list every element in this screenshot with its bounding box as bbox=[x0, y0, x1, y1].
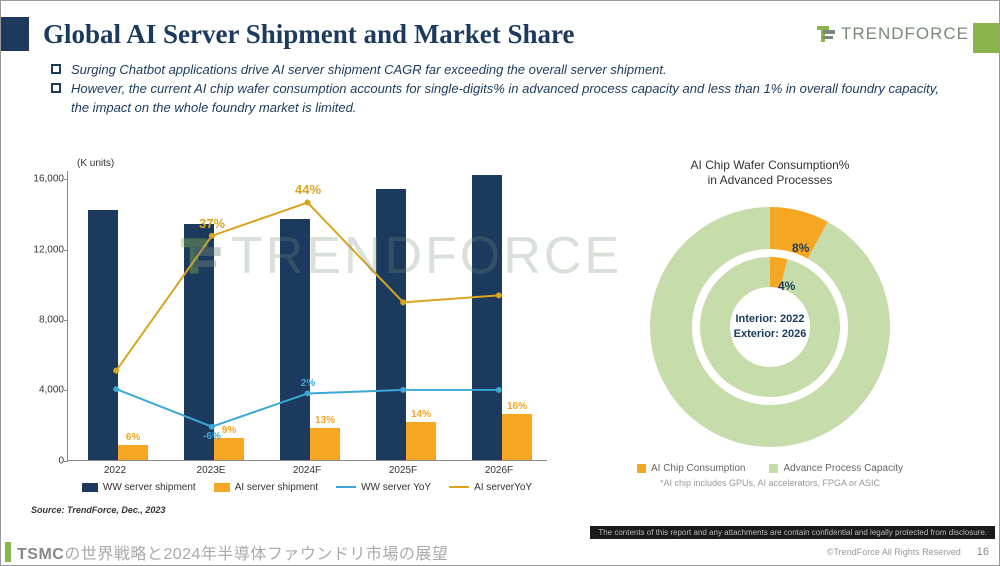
donut-chart: AI Chip Wafer Consumption% in Advanced P… bbox=[571, 158, 969, 515]
chart-legend: WW server shipment AI server shipment WW s… bbox=[67, 482, 547, 493]
bar-ai-server bbox=[502, 414, 532, 460]
footer-title: TSMCの世界戦略と2024年半導体ファウンドリ市場の展望 bbox=[11, 540, 827, 564]
bullet-text: However, the current AI chip wafer consu… bbox=[71, 80, 959, 118]
header: Global AI Server Shipment and Market Sha… bbox=[1, 1, 999, 59]
bar-group: 13% bbox=[260, 171, 356, 460]
footer-title-rest: の世界戦略と2024年半導体ファウンドリ市場の展望 bbox=[64, 546, 448, 563]
donut-title: AI Chip Wafer Consumption% in Advanced P… bbox=[571, 158, 969, 189]
ai-yoy-label: 44% bbox=[293, 182, 323, 197]
legend-item: WW server YoY bbox=[336, 482, 431, 493]
bullet-icon bbox=[51, 64, 61, 74]
ai-share-label: 16% bbox=[502, 401, 532, 412]
source-text: Source: TrendForce, Dec., 2023 bbox=[31, 505, 551, 515]
bar-group: 16% bbox=[452, 171, 548, 460]
bar-ai-server bbox=[310, 428, 340, 460]
legend-text: WW server shipment bbox=[103, 482, 196, 493]
x-tick: 2026F bbox=[451, 461, 547, 476]
ai-share-label: 13% bbox=[310, 415, 340, 426]
bar-group: 14% bbox=[356, 171, 452, 460]
legend-swatch bbox=[769, 464, 778, 473]
x-tick: 2023E bbox=[163, 461, 259, 476]
y-axis-label: (K units) bbox=[77, 158, 551, 169]
y-tick: 16,000 bbox=[26, 174, 64, 185]
donut-legend-item: AI Chip Consumption bbox=[637, 463, 746, 474]
x-tick: 2024F bbox=[259, 461, 355, 476]
x-tick: 2025F bbox=[355, 461, 451, 476]
bar-chart: (K units) 04,0008,00012,00016,0006%9%13%… bbox=[31, 158, 551, 515]
brand-logo: TRENDFORCE bbox=[817, 24, 969, 44]
bullet-text: Surging Chatbot applications drive AI se… bbox=[71, 61, 667, 80]
donut-center-l1: Interior: 2022 bbox=[734, 312, 807, 327]
donut-title-l2: in Advanced Processes bbox=[708, 173, 833, 187]
footer-page: 16 bbox=[977, 546, 999, 558]
legend-text: Advance Process Capacity bbox=[783, 463, 903, 474]
donut-center-label: Interior: 2022 Exterior: 2026 bbox=[734, 312, 807, 342]
legend-text: AI Chip Consumption bbox=[651, 463, 746, 474]
legend-item: WW server shipment bbox=[82, 482, 196, 493]
legend-swatch bbox=[637, 464, 646, 473]
donut-legend: AI Chip Consumption Advance Process Capac… bbox=[571, 463, 969, 474]
ai-share-label: 6% bbox=[118, 432, 148, 443]
bar-ww-server bbox=[184, 224, 214, 460]
ww-yoy-label: -6% bbox=[197, 431, 227, 442]
y-tick: 8,000 bbox=[26, 314, 64, 325]
ww-yoy-label: 2% bbox=[293, 378, 323, 389]
bullet-icon bbox=[51, 83, 61, 93]
donut-wrap: Interior: 2022 Exterior: 2026 8% 4% bbox=[640, 197, 900, 457]
content-area: (K units) 0 4,000 8,000 12,000 16,000 6% 9% 13%… bbox=[1, 128, 999, 515]
y-tick: 0 bbox=[26, 455, 64, 466]
x-tick: 2022 bbox=[67, 461, 163, 476]
legend-item: AI serverYoY bbox=[449, 482, 532, 493]
title-accent-bar bbox=[1, 17, 29, 51]
legend-swatch bbox=[214, 483, 230, 492]
ai-yoy-label: 37% bbox=[197, 216, 227, 231]
legend-text: AI serverYoY bbox=[474, 482, 532, 493]
bullet-item: Surging Chatbot applications drive AI se… bbox=[51, 61, 959, 80]
donut-inner-pct: 4% bbox=[778, 279, 795, 293]
bar-ww-server bbox=[472, 175, 502, 460]
legend-text: AI server shipment bbox=[235, 482, 318, 493]
legend-swatch bbox=[82, 483, 98, 492]
bar-ai-server bbox=[118, 445, 148, 460]
donut-center-l2: Exterior: 2026 bbox=[734, 327, 807, 342]
donut-title-l1: AI Chip Wafer Consumption% bbox=[691, 158, 850, 172]
legend-item: AI server shipment bbox=[214, 482, 318, 493]
y-tick: 12,000 bbox=[26, 244, 64, 255]
y-tick: 4,000 bbox=[26, 385, 64, 396]
donut-note: *AI chip includes GPUs, AI accelerators,… bbox=[571, 478, 969, 488]
trendforce-icon bbox=[817, 24, 837, 44]
legend-swatch bbox=[336, 486, 356, 488]
footer-disclaimer: The contents of this report and any atta… bbox=[590, 526, 995, 539]
bullet-item: However, the current AI chip wafer consu… bbox=[51, 80, 959, 118]
footer: TSMCの世界戦略と2024年半導体ファウンドリ市場の展望 ©TrendForc… bbox=[1, 539, 999, 565]
ai-share-label: 14% bbox=[406, 409, 436, 420]
chart-plot: 04,0008,00012,00016,0006%9%13%14%16%37%-… bbox=[67, 171, 547, 461]
bar-group: 6% bbox=[68, 171, 164, 460]
bar-ww-server bbox=[280, 219, 310, 460]
donut-outer-pct: 8% bbox=[792, 241, 809, 255]
slide-title: Global AI Server Shipment and Market Sha… bbox=[43, 19, 817, 50]
bar-group: 9% bbox=[164, 171, 260, 460]
bar-ai-server bbox=[406, 422, 436, 460]
bar-ww-server bbox=[376, 189, 406, 460]
corner-accent bbox=[973, 23, 999, 53]
x-axis-ticks: 20222023E2024F2025F2026F bbox=[67, 461, 547, 476]
bar-ww-server bbox=[88, 210, 118, 460]
legend-swatch bbox=[449, 486, 469, 488]
legend-text: WW server YoY bbox=[361, 482, 431, 493]
brand-text: TRENDFORCE bbox=[841, 24, 969, 44]
footer-title-bold: TSMC bbox=[17, 546, 64, 563]
donut-legend-item: Advance Process Capacity bbox=[769, 463, 903, 474]
footer-copyright: ©TrendForce All Rights Reserved bbox=[827, 547, 977, 557]
bullet-list: Surging Chatbot applications drive AI se… bbox=[1, 59, 999, 128]
